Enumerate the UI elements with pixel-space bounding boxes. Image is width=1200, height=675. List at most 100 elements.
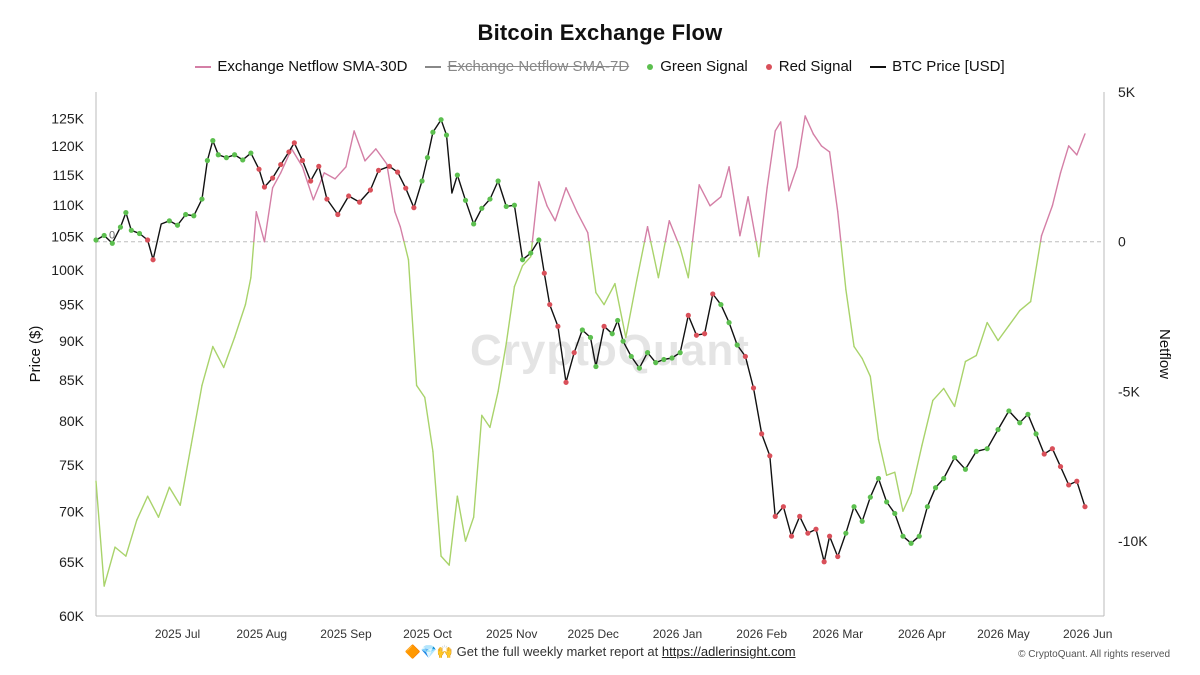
netflow-segment bbox=[588, 241, 597, 294]
netflow-segment bbox=[779, 121, 790, 192]
netflow-segment bbox=[646, 226, 652, 243]
red-signal-dot bbox=[145, 237, 151, 243]
netflow-segment bbox=[845, 288, 855, 348]
netflow-segment bbox=[244, 276, 252, 306]
netflow-segment bbox=[614, 282, 627, 339]
netflow-segment bbox=[774, 121, 782, 132]
x-tick-label: 2026 Jan bbox=[653, 627, 702, 641]
netflow-segment bbox=[1076, 133, 1086, 156]
red-signal-dot bbox=[335, 211, 341, 218]
netflow-segment bbox=[271, 172, 282, 189]
netflow-segment bbox=[538, 181, 548, 207]
green-signal-dot bbox=[166, 218, 172, 224]
red-signal-dot bbox=[547, 301, 553, 308]
red-signal-dot bbox=[571, 350, 577, 356]
green-signal-dot bbox=[174, 222, 181, 228]
legend: Exchange Netflow SMA-30D Exchange Netflow… bbox=[0, 58, 1200, 75]
y-left-tick-label: 90K bbox=[59, 333, 85, 349]
netflow-segment bbox=[472, 414, 483, 518]
netflow-segment bbox=[921, 399, 934, 447]
green-signal-dot bbox=[718, 301, 724, 308]
green-signal-dot bbox=[628, 353, 634, 360]
netflow-segment bbox=[290, 148, 304, 168]
netflow-segment bbox=[587, 232, 590, 243]
y-left-tick-label: 105K bbox=[51, 229, 84, 245]
green-signal-dot bbox=[908, 540, 914, 546]
x-tick-label: 2026 Jun bbox=[1063, 627, 1112, 641]
netflow-segment bbox=[255, 211, 266, 243]
netflow-segment bbox=[190, 384, 203, 447]
netflow-segment bbox=[910, 444, 923, 494]
netflow-segment bbox=[975, 321, 988, 357]
netflow-sma30-series bbox=[95, 115, 1086, 587]
netflow-segment bbox=[301, 166, 315, 201]
red-signal-dot bbox=[316, 163, 322, 169]
green-signal-dot bbox=[424, 155, 431, 161]
netflow-segment bbox=[440, 555, 450, 566]
red-signal-dot bbox=[1074, 478, 1080, 484]
netflow-segment bbox=[942, 387, 956, 408]
green-signal-dot bbox=[443, 132, 450, 138]
netflow-segment bbox=[432, 450, 442, 557]
footer-emoji: 🔶💎🙌 bbox=[404, 644, 454, 659]
netflow-segment bbox=[565, 187, 578, 213]
legend-item-1[interactable]: Exchange Netflow SMA-7D bbox=[425, 58, 629, 75]
green-signal-dot bbox=[519, 257, 526, 263]
netflow-segment bbox=[212, 345, 225, 369]
netflow-segment bbox=[902, 492, 912, 512]
netflow-segment bbox=[201, 345, 214, 387]
green-signal-dot bbox=[1006, 408, 1012, 414]
green-signal-dot bbox=[726, 320, 732, 326]
y-right-tick-label: -10K bbox=[1118, 533, 1148, 549]
red-signal-dot bbox=[835, 553, 841, 560]
y-left-tick-label: 120K bbox=[51, 138, 84, 154]
green-signal-dot bbox=[487, 196, 493, 202]
netflow-segment bbox=[953, 360, 967, 408]
netflow-segment bbox=[146, 495, 160, 518]
legend-item-2[interactable]: Green Signal bbox=[647, 58, 748, 75]
footer-link[interactable]: https://adlerinsight.com bbox=[661, 644, 796, 659]
netflow-segment bbox=[691, 184, 700, 243]
green-signal-dot bbox=[1033, 431, 1039, 437]
green-signal-dot bbox=[240, 157, 246, 163]
green-signal-dot bbox=[183, 211, 189, 218]
green-signal-dot bbox=[636, 365, 642, 371]
x-tick-label: 2025 Jul bbox=[155, 627, 200, 641]
netflow-segment bbox=[861, 357, 872, 378]
green-signal-dot bbox=[843, 530, 849, 536]
netflow-segment bbox=[531, 181, 540, 243]
green-signal-dot bbox=[677, 350, 683, 356]
green-signal-dot bbox=[215, 152, 221, 158]
netflow-segment bbox=[760, 187, 768, 243]
green-signal-dot bbox=[511, 202, 518, 208]
legend-item-4[interactable]: BTC Price [USD] bbox=[870, 58, 1005, 75]
netflow-segment bbox=[885, 471, 896, 476]
y-left-tick-label: 115K bbox=[52, 167, 84, 183]
netflow-segment bbox=[1019, 300, 1032, 312]
legend-item-0[interactable]: Exchange Netflow SMA-30D bbox=[195, 58, 407, 75]
green-signal-dot bbox=[995, 426, 1001, 433]
netflow-segment bbox=[424, 396, 434, 453]
y-left-tick-label: 75K bbox=[59, 457, 85, 473]
green-signal-dot bbox=[204, 157, 210, 164]
green-signal-dot bbox=[93, 237, 99, 243]
netflow-segment bbox=[403, 241, 410, 261]
red-signal-dot bbox=[356, 199, 363, 205]
netflow-segment bbox=[766, 130, 776, 189]
netflow-segment bbox=[828, 151, 839, 213]
netflow-segment bbox=[353, 130, 366, 162]
netflow-segment bbox=[709, 196, 722, 207]
netflow-segment bbox=[1029, 241, 1042, 303]
netflow-segment bbox=[1008, 309, 1021, 327]
red-signal-dot bbox=[767, 453, 773, 459]
netflow-segment bbox=[643, 226, 649, 243]
legend-marker bbox=[765, 63, 772, 70]
red-signal-dot bbox=[780, 504, 786, 510]
red-signal-dot bbox=[291, 140, 297, 146]
legend-item-3[interactable]: Red Signal bbox=[765, 58, 852, 75]
y-left-tick-label: 85K bbox=[59, 372, 85, 388]
green-signal-dot bbox=[609, 331, 615, 337]
netflow-segment bbox=[804, 115, 814, 135]
netflow-segment bbox=[233, 303, 247, 339]
netflow-segment bbox=[698, 184, 711, 207]
